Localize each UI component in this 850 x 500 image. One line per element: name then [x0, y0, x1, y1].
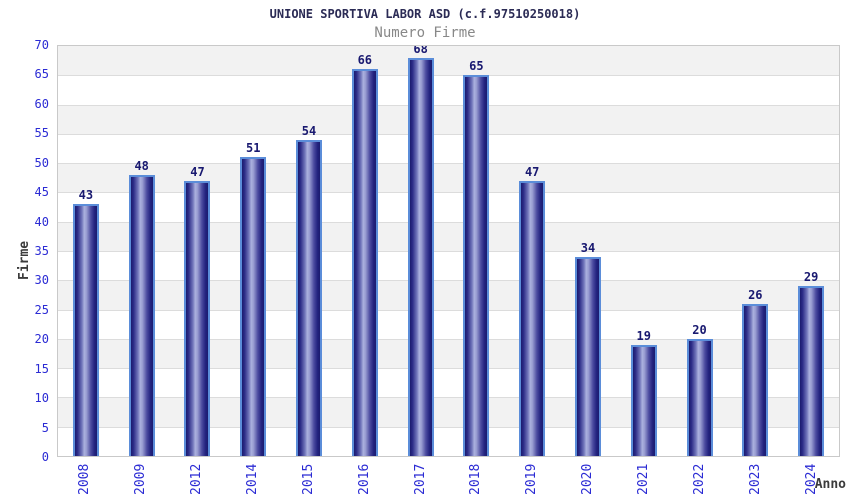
grid-band — [58, 309, 839, 339]
bar-value-label: 20 — [692, 322, 707, 337]
x-tick-label-2014: 2014 — [244, 463, 260, 495]
bar-value-label: 65 — [469, 59, 484, 74]
bar-2022 — [686, 338, 713, 456]
y-tick-label: 35 — [34, 244, 49, 258]
bar-2018 — [463, 75, 490, 456]
bar-2023 — [742, 303, 769, 456]
grid-band — [58, 163, 839, 193]
grid-band — [58, 46, 839, 76]
y-tick-label: 60 — [34, 96, 49, 111]
y-tick-label: 45 — [34, 185, 49, 200]
plot-area: 43 48 47 51 54 66 68 65 47 34 19 20 26 29 — [57, 45, 840, 457]
y-tick-label: 20 — [34, 332, 49, 347]
y-tick-label: 0 — [41, 450, 49, 464]
y-tick-label: 55 — [34, 126, 49, 141]
x-tick-label-2015: 2015 — [300, 463, 316, 495]
bar-value-label: 47 — [190, 164, 205, 179]
y-tick-label: 70 — [34, 38, 49, 52]
x-tick-label-2016: 2016 — [356, 463, 372, 495]
grid-band — [58, 192, 839, 222]
x-tick-label-2022: 2022 — [692, 463, 708, 495]
bar-2012 — [184, 180, 211, 456]
bar-2019 — [519, 180, 546, 456]
bar-value-label: 43 — [78, 188, 94, 203]
x-axis-title: Anno — [814, 477, 846, 492]
grid-band — [58, 397, 839, 427]
x-tick-label-2020: 2020 — [580, 463, 596, 495]
grid-band — [58, 251, 839, 281]
y-tick-label: 15 — [34, 361, 49, 376]
bar-2024 — [798, 286, 825, 456]
bar-value-label: 19 — [636, 328, 651, 343]
bar-value-label: 47 — [524, 164, 540, 179]
grid-band — [58, 426, 839, 456]
y-tick-label: 50 — [34, 155, 49, 170]
x-tick-label-2023: 2023 — [748, 463, 764, 495]
x-tick-label-2012: 2012 — [188, 463, 204, 495]
grid-band — [58, 280, 839, 310]
bar-2009 — [128, 174, 155, 456]
chart-subtitle: Numero Firme — [374, 25, 476, 41]
grid-band — [58, 104, 839, 134]
bar-value-label: 68 — [413, 45, 428, 56]
y-tick-label: 5 — [41, 420, 49, 435]
x-tick-label-2017: 2017 — [412, 463, 428, 495]
grid-band — [58, 338, 839, 369]
x-tick-label-2021: 2021 — [636, 463, 652, 495]
bar-value-label: 51 — [246, 141, 261, 156]
y-tick-label: 10 — [34, 391, 49, 406]
grid-band — [58, 368, 839, 398]
bar-value-label: 26 — [748, 287, 763, 302]
y-tick-label: 30 — [34, 273, 49, 288]
bar-value-label: 34 — [580, 240, 596, 255]
bar-value-label: 66 — [357, 53, 373, 68]
grid-band — [58, 133, 839, 164]
y-tick-label: 40 — [34, 214, 49, 229]
bar-value-label: 48 — [134, 158, 149, 173]
grid-band — [58, 75, 839, 105]
x-tick-label-2009: 2009 — [132, 463, 148, 495]
grid-band — [58, 221, 839, 251]
bar-2021 — [630, 344, 657, 456]
chart-title: UNIONE SPORTIVA LABOR ASD (c.f.975102500… — [269, 7, 581, 21]
x-tick-label-2008: 2008 — [76, 463, 92, 495]
bar-2015 — [296, 139, 323, 456]
bar-2014 — [240, 157, 267, 456]
y-tick-label: 25 — [34, 302, 49, 317]
bar-2017 — [407, 57, 434, 456]
bar-2016 — [351, 69, 378, 456]
y-tick-label: 65 — [34, 67, 49, 82]
x-tick-label-2018: 2018 — [468, 463, 484, 495]
bar-2020 — [574, 256, 601, 456]
bar-2008 — [72, 204, 99, 456]
bar-value-label: 29 — [803, 270, 819, 285]
bar-value-label: 54 — [301, 123, 317, 138]
x-tick-label-2019: 2019 — [524, 463, 540, 495]
